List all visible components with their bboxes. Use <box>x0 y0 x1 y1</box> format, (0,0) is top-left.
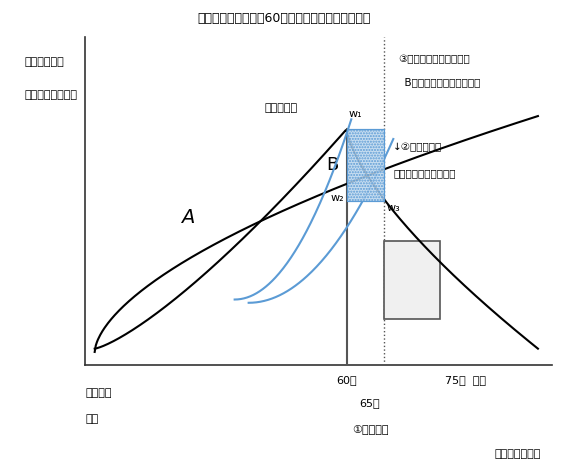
Text: （出所：同上）: （出所：同上） <box>494 449 541 459</box>
Bar <box>347 129 384 201</box>
Text: ↓②留保賃金の: ↓②留保賃金の <box>393 142 443 152</box>
Text: 75歳  年齢: 75歳 年齢 <box>444 375 485 385</box>
Text: 就業開始: 就業開始 <box>85 388 112 398</box>
Text: カーブが下方シフト: カーブが下方シフト <box>393 168 456 178</box>
Text: w₃: w₃ <box>386 203 400 213</box>
Text: Bが網掛けの面積分広がる: Bが網掛けの面積分広がる <box>398 77 480 87</box>
Text: 60歳: 60歳 <box>336 375 357 385</box>
Text: w₂: w₂ <box>331 193 344 203</box>
Text: 賃金ならびに: 賃金ならびに <box>24 57 64 67</box>
Text: B: B <box>327 156 339 174</box>
Text: 65歳: 65歳 <box>360 398 380 408</box>
Text: 図表２　賃金水準を60歳のままで維持したモデル: 図表２ 賃金水準を60歳のままで維持したモデル <box>198 12 371 25</box>
Bar <box>384 241 440 319</box>
Text: 限界生産物の価値: 限界生産物の価値 <box>24 90 78 100</box>
Text: ③賃金水準を維持すれば: ③賃金水準を維持すれば <box>398 54 469 64</box>
Text: A: A <box>182 208 195 227</box>
Text: C: C <box>406 271 418 289</box>
Text: ①定年延長: ①定年延長 <box>352 424 388 434</box>
Text: w₁: w₁ <box>349 110 362 119</box>
Bar <box>347 129 384 201</box>
Text: 賃金カーブ: 賃金カーブ <box>265 103 298 113</box>
Text: 年齢: 年齢 <box>85 414 98 424</box>
